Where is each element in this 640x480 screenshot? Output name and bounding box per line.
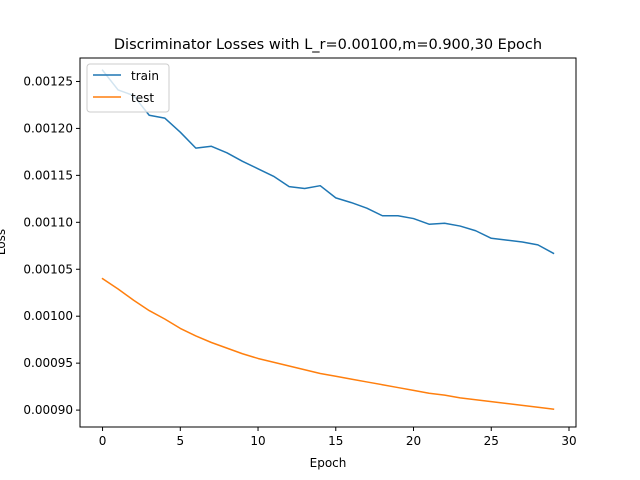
x-tick-label: 20 xyxy=(406,434,421,448)
y-tick-label: 0.00105 xyxy=(23,262,73,276)
x-axis: 0 5 10 15 20 25 30 xyxy=(99,427,577,448)
legend-box xyxy=(86,63,170,113)
x-tick-label: 30 xyxy=(561,434,576,448)
legend-test-label: test xyxy=(131,91,154,105)
series-line-train xyxy=(101,69,555,255)
x-tick-label: 25 xyxy=(484,434,499,448)
plot-area-frame xyxy=(79,57,577,428)
plot-lines xyxy=(101,69,555,410)
y-tick-label: 0.00095 xyxy=(23,356,73,370)
legend-train-label: train xyxy=(131,69,159,83)
x-tick-label: 15 xyxy=(328,434,343,448)
x-axis-label: Epoch xyxy=(310,456,347,470)
y-tick-label: 0.00100 xyxy=(23,309,73,323)
x-tick-label: 0 xyxy=(99,434,107,448)
legend: train test xyxy=(86,63,170,113)
y-tick-label: 0.00125 xyxy=(23,74,73,88)
y-axis-label: Loss xyxy=(0,229,8,255)
chart-title: Discriminator Losses with L_r=0.00100,m=… xyxy=(114,37,542,53)
y-tick-label: 0.00090 xyxy=(23,403,73,417)
series-line-test xyxy=(101,277,555,410)
y-axis: 0.00090 0.00095 0.00100 0.00105 0.00110 0.001… xyxy=(23,74,80,417)
x-tick-label: 5 xyxy=(176,434,184,448)
y-tick-label: 0.00110 xyxy=(23,215,73,229)
y-tick-label: 0.00115 xyxy=(23,168,73,182)
x-tick-label: 10 xyxy=(250,434,265,448)
y-tick-label: 0.00120 xyxy=(23,121,73,135)
